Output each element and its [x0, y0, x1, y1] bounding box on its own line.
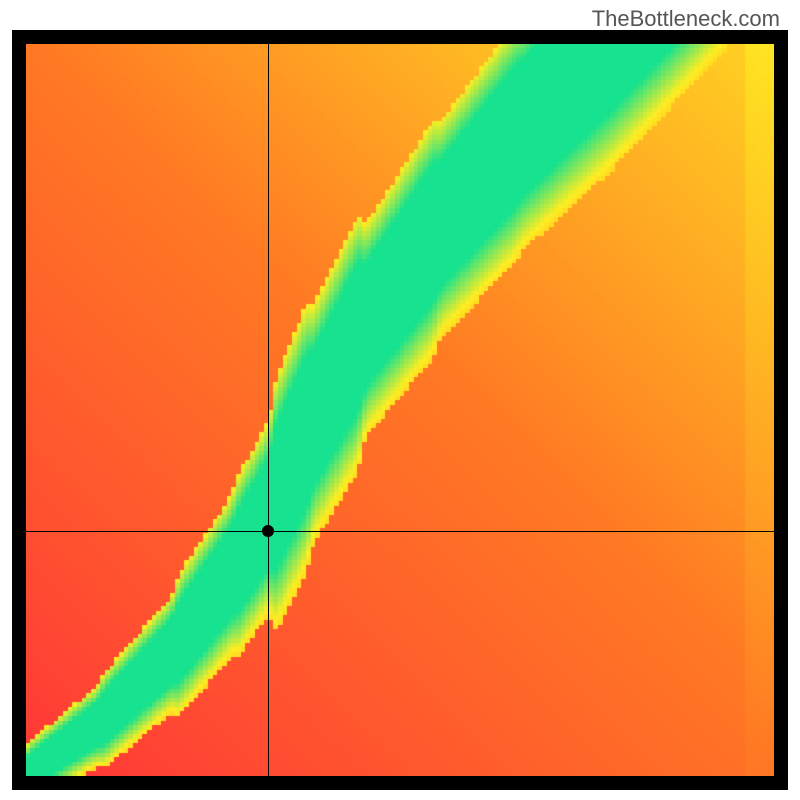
marker-point [262, 525, 274, 537]
crosshair-vertical [268, 44, 269, 776]
watermark-text: TheBottleneck.com [592, 6, 780, 32]
heatmap-canvas [26, 44, 774, 776]
crosshair-horizontal [26, 531, 774, 532]
chart-container: TheBottleneck.com [0, 0, 800, 800]
plot-frame [12, 30, 788, 790]
